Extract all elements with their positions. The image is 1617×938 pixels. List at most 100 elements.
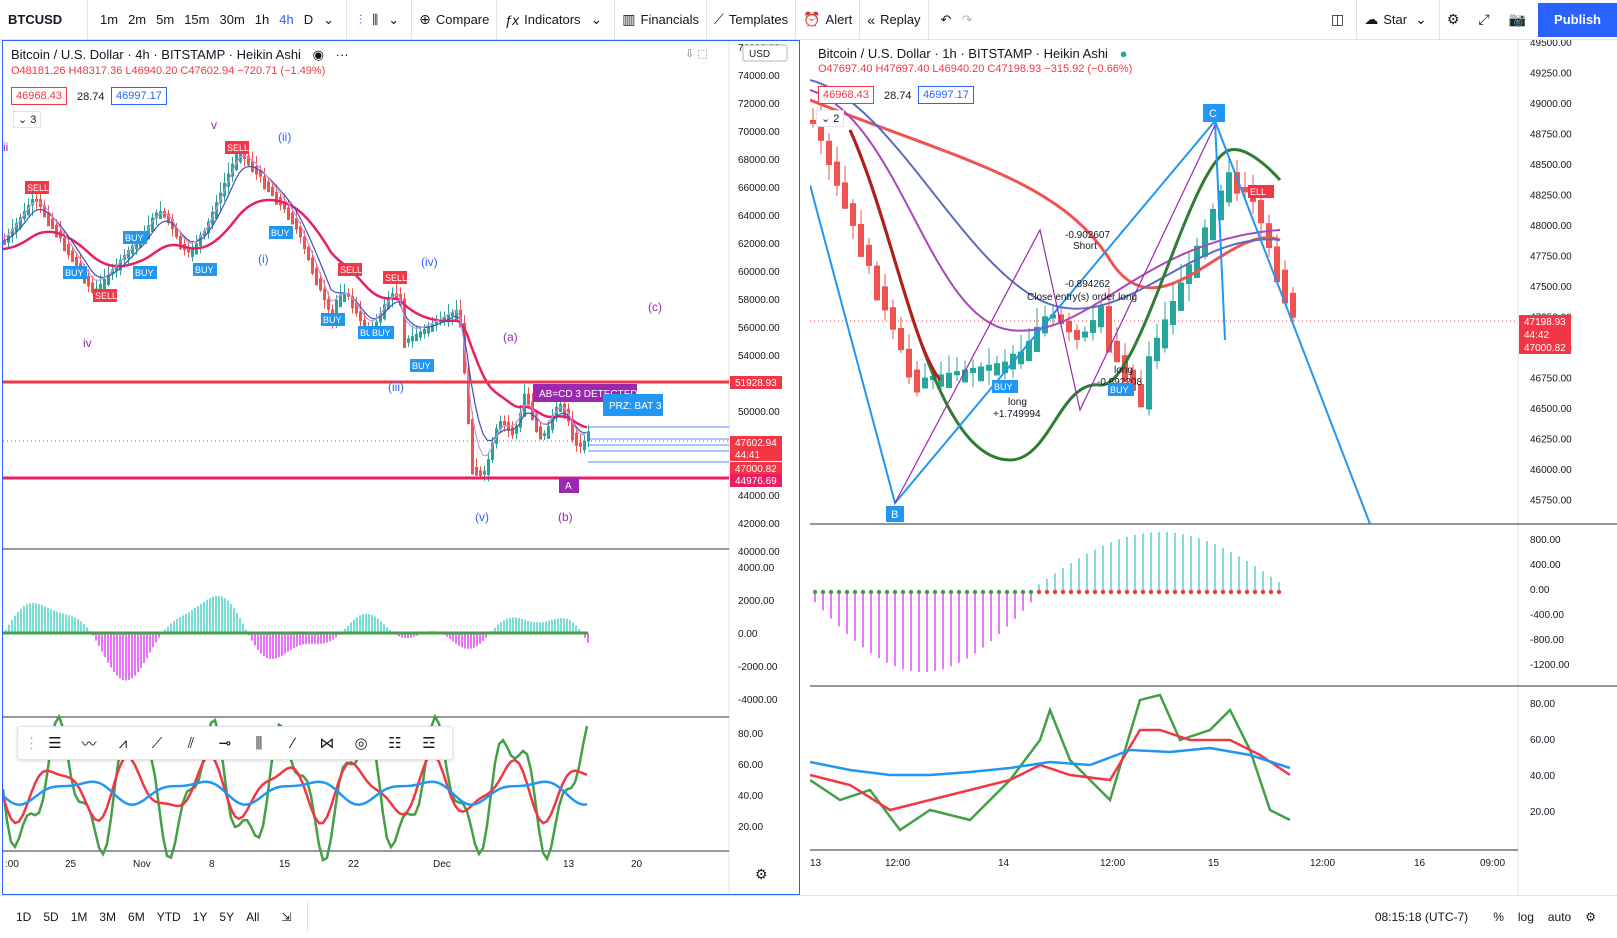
redo-icon[interactable]: ↷ [961, 11, 973, 27]
percent-toggle[interactable]: % [1493, 910, 1504, 924]
eye-icon[interactable]: ◉ [312, 47, 324, 62]
range-3m[interactable]: 3M [99, 910, 117, 924]
clock-timezone[interactable]: 08:15:18 (UTC-7) [1374, 910, 1469, 924]
line-tool-icon[interactable]: ∕ [291, 734, 295, 752]
left-ask-price[interactable]: 46997.17 [111, 87, 167, 105]
right-ask-price[interactable]: 46997.17 [918, 86, 974, 104]
undo-icon[interactable]: ↶ [940, 11, 952, 27]
fib-extension-icon[interactable]: ☲ [422, 735, 436, 752]
range-1d[interactable]: 1D [16, 910, 32, 924]
interval-1h[interactable]: 1h [254, 12, 270, 27]
left-candle [191, 248, 194, 257]
candle-style-icon[interactable]: ⫼ [372, 11, 379, 27]
interval-4h[interactable]: 4h [279, 12, 294, 27]
screenshot-button[interactable]: 📷 [1502, 0, 1538, 40]
interval-2m[interactable]: 2m [128, 12, 147, 27]
range-6m[interactable]: 6M [128, 910, 145, 924]
right-macd-dot [916, 589, 922, 595]
templates-button[interactable]: ⟋ Templates [707, 0, 797, 40]
range-all[interactable]: All [246, 910, 260, 924]
right-candle [1098, 306, 1104, 328]
publish-button[interactable]: Publish [1538, 2, 1617, 37]
settings-button[interactable]: ⚙ [1440, 0, 1472, 40]
range-1y[interactable]: 1Y [192, 910, 208, 924]
auto-toggle[interactable]: auto [1547, 910, 1572, 924]
xabcd-pattern-icon[interactable]: ⋈ [319, 735, 335, 752]
signal-text: BUY [135, 268, 154, 278]
right-annotation: long [1114, 365, 1133, 376]
left-candle [427, 326, 430, 334]
macd-bar [464, 633, 466, 649]
macd-bar [23, 606, 25, 633]
currency-selector[interactable] [742, 44, 788, 62]
drag-handle-icon[interactable]: ⋮ [24, 735, 39, 752]
left-candle [455, 309, 458, 321]
right-macd-dot [1148, 589, 1154, 595]
chart-type-dropdown-icon[interactable]: ⌄ [388, 11, 400, 27]
left-indicators-toggle[interactable]: ⌄ 3 [13, 111, 42, 128]
left-candle [407, 338, 410, 343]
right-bid-price[interactable]: 46968.43 [818, 86, 874, 104]
date-range-icon[interactable]: ⇲ [281, 910, 292, 924]
replay-button[interactable]: « Replay [860, 0, 929, 40]
maximize-icon[interactable]: ⬚ [697, 48, 708, 60]
right-time-tick: 16 [1414, 858, 1426, 869]
star-button[interactable]: ☁ Star ⌄ [1357, 0, 1440, 40]
left-bid-price[interactable]: 46968.43 [11, 87, 67, 105]
right-candle [1050, 314, 1056, 319]
fib-spiral-icon[interactable]: ◎ [354, 735, 368, 752]
abc-pattern-icon[interactable]: 〰 [81, 735, 97, 753]
macd-tick: 2000.00 [738, 596, 775, 607]
alert-button[interactable]: ⏰ Alert [796, 0, 861, 40]
indicators-button[interactable]: ƒx Indicators ⌄ [497, 0, 616, 40]
left-chart-canvas[interactable]: AB=CD 3 DETECTED PRZ: BAT 3 A (ii)(i)(ii… [3, 41, 800, 895]
parallel-channel-icon[interactable]: ⫽ [187, 734, 195, 752]
more-icon[interactable]: ··· [335, 47, 349, 62]
macd-bar [569, 620, 571, 633]
arrow-down-icon[interactable]: ⇩ [685, 48, 695, 60]
interval-1m[interactable]: 1m [100, 12, 119, 27]
right-rsi-lines [810, 693, 1291, 832]
undo-redo-group: ↶ ↷ [929, 0, 985, 40]
horizontal-lines-icon[interactable]: ☰ [48, 735, 62, 752]
prz-badge[interactable] [603, 394, 663, 416]
layout-button[interactable]: ◫ [1324, 0, 1358, 40]
interval-d[interactable]: D [303, 12, 314, 27]
interval-5m[interactable]: 5m [156, 12, 175, 27]
left-candle [343, 293, 346, 303]
left-candle [483, 470, 486, 475]
right-price-label-text: 44:42 [1524, 330, 1549, 341]
left-candle [187, 249, 190, 253]
right-price-tick: 46250.00 [1530, 435, 1572, 446]
elliott-wave-icon[interactable]: ⩘ [118, 734, 128, 752]
range-5y[interactable]: 5Y [219, 910, 235, 924]
right-macd-dot [1196, 589, 1202, 595]
trendline-icon[interactable]: ⟋ [151, 734, 163, 752]
left-pane-controls[interactable]: ⇩ ⬚ [685, 47, 708, 60]
left-candle [147, 225, 150, 240]
symbol-search[interactable]: BTCUSD [0, 0, 88, 40]
interval-15m[interactable]: 15m [184, 12, 210, 27]
range-ytd[interactable]: YTD [156, 910, 181, 924]
fullscreen-button[interactable]: ⤢ [1471, 0, 1501, 40]
wave-label: iv [83, 336, 92, 350]
left-candle [523, 393, 526, 417]
interval-30m[interactable]: 30m [219, 12, 245, 27]
horizontal-ray-icon[interactable]: ⊸ [218, 735, 232, 752]
fib-retracement-icon[interactable]: ☷ [388, 735, 402, 752]
right-chart-pane[interactable]: B C -0.902607 Short -0.894262 Close entry(s… [810, 40, 1617, 895]
range-5d[interactable]: 5D [43, 910, 59, 924]
vertical-lines-icon[interactable]: ⫼ [255, 734, 263, 752]
range-1m[interactable]: 1M [70, 910, 88, 924]
financials-button[interactable]: ▥ Financials [615, 0, 708, 40]
left-chart-pane[interactable]: AB=CD 3 DETECTED PRZ: BAT 3 A (ii) (i) (ii… [2, 40, 800, 895]
bar-style-icon[interactable]: ⫶ [359, 11, 363, 27]
compare-button[interactable]: ⊕ Compare [412, 0, 498, 40]
chart-settings-icon[interactable]: ⚙ [755, 866, 768, 882]
log-toggle[interactable]: log [1517, 910, 1534, 924]
right-indicators-toggle[interactable]: ⌄ 2 [816, 110, 845, 127]
interval-dropdown-icon[interactable]: ⌄ [323, 11, 335, 27]
gear-icon[interactable]: ⚙ [1585, 910, 1596, 924]
right-macd-dot [1252, 589, 1258, 595]
